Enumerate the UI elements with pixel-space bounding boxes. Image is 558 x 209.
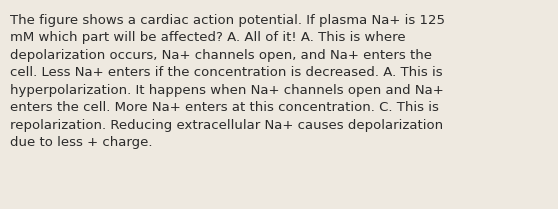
Text: The figure shows a cardiac action potential. If plasma Na+ is 125
mM which part : The figure shows a cardiac action potent… [10, 14, 445, 149]
